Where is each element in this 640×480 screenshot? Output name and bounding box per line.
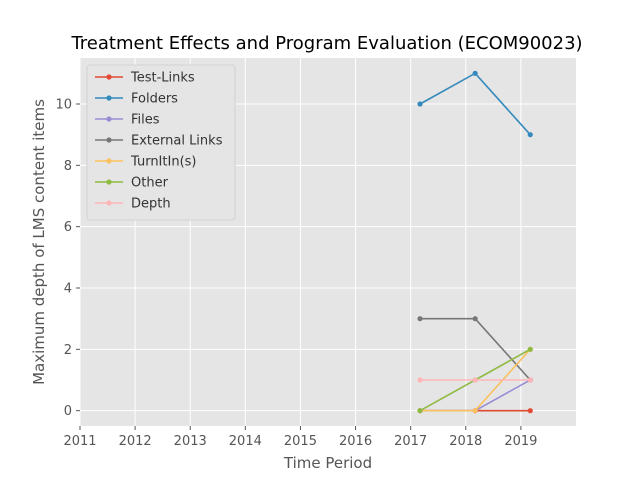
x-tick-label: 2019 xyxy=(504,434,537,449)
data-point-folders xyxy=(472,70,478,76)
series-depth xyxy=(417,377,533,383)
y-axis-label: Maximum depth of LMS content items xyxy=(30,99,48,385)
legend-marker xyxy=(106,158,112,164)
x-axis: 2011 2012 2013 2014 2015 2016 2017 2018 2019 xyxy=(63,426,537,449)
data-point-depth xyxy=(472,377,478,383)
legend-marker xyxy=(106,74,112,80)
x-tick-label: 2013 xyxy=(174,434,207,449)
legend-box xyxy=(86,64,236,221)
legend-marker xyxy=(106,200,112,206)
x-tick-label: 2018 xyxy=(449,434,482,449)
data-point-other xyxy=(417,408,423,414)
data-point-turnitin-s xyxy=(472,408,478,414)
data-point-folders xyxy=(527,132,533,138)
y-tick-label: 2 xyxy=(64,343,72,358)
x-tick-label: 2015 xyxy=(284,434,317,449)
y-tick-label: 10 xyxy=(55,98,72,113)
legend-entry: Files xyxy=(95,113,160,128)
legend-label: Other xyxy=(131,176,169,191)
legend-label: Files xyxy=(131,113,160,128)
legend: Test-Links Folders Files External Links Turn… xyxy=(86,64,236,221)
legend-marker xyxy=(106,95,112,101)
legend-entry: Test-Links xyxy=(95,71,195,86)
series-folders xyxy=(417,70,533,138)
legend-entry: Folders xyxy=(95,92,178,107)
x-axis-label: Time Period xyxy=(283,454,372,472)
y-tick-label: 8 xyxy=(64,159,72,174)
data-point-external-links xyxy=(472,316,478,322)
legend-entry: Other xyxy=(95,176,169,191)
data-point-folders xyxy=(417,101,423,107)
legend-entry: External Links xyxy=(95,134,223,149)
x-tick-label: 2017 xyxy=(394,434,427,449)
legend-label: External Links xyxy=(131,134,223,149)
y-tick-label: 0 xyxy=(64,404,72,419)
data-point-depth xyxy=(417,377,423,383)
data-point-external-links xyxy=(417,316,423,322)
x-tick-label: 2016 xyxy=(339,434,372,449)
legend-label: Test-Links xyxy=(130,71,195,86)
legend-label: Folders xyxy=(131,92,178,107)
series-group xyxy=(417,70,533,414)
y-tick-label: 6 xyxy=(64,220,72,235)
y-axis: 0 2 4 6 8 10 xyxy=(55,98,80,419)
x-tick-label: 2011 xyxy=(63,434,96,449)
x-tick-label: 2012 xyxy=(119,434,152,449)
y-tick-label: 4 xyxy=(64,282,72,297)
legend-label: Depth xyxy=(131,197,171,212)
x-tick-label: 2014 xyxy=(229,434,262,449)
data-point-depth xyxy=(527,377,533,383)
data-point-other xyxy=(527,346,533,352)
legend-entry: Depth xyxy=(95,197,171,212)
chart-title: Treatment Effects and Program Evaluation… xyxy=(70,33,582,54)
legend-label: TurnItIn(s) xyxy=(130,155,196,170)
legend-entry: TurnItIn(s) xyxy=(95,155,196,170)
data-point-test-links xyxy=(527,408,533,414)
legend-marker xyxy=(106,137,112,143)
legend-marker xyxy=(106,179,112,185)
legend-marker xyxy=(106,116,112,122)
